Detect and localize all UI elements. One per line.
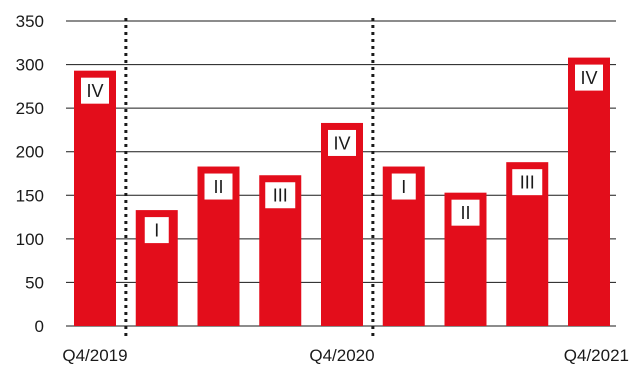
- x-tick-label: Q4/2020: [309, 346, 374, 365]
- x-axis-tick-labels: Q4/2019 Q4/2020 Q4/2021: [62, 346, 629, 365]
- x-tick-label: Q4/2019: [62, 346, 127, 365]
- bar-label-box: [81, 77, 109, 104]
- bar: [568, 57, 610, 326]
- bar: [74, 70, 116, 327]
- bar-label-box: [391, 173, 416, 200]
- y-tick-label: 100: [16, 230, 44, 249]
- bar-label-box: [328, 129, 356, 156]
- bar-label: III: [273, 186, 288, 206]
- x-tick-label: Q4/2021: [564, 346, 629, 365]
- bar-label: I: [401, 177, 406, 197]
- bar-label-box: [144, 217, 169, 244]
- bar-label: III: [520, 173, 535, 193]
- y-tick-label: 350: [16, 12, 44, 31]
- y-tick-label: 250: [16, 99, 44, 118]
- bar-label-box: [204, 173, 233, 200]
- bar-label: IV: [580, 68, 597, 88]
- bar-label-box: [512, 169, 543, 196]
- y-axis-tick-labels: 0 50 100 150 200 250 300 350: [16, 12, 44, 336]
- bar-label-box: [265, 182, 296, 209]
- bar-label-box: [451, 199, 480, 226]
- bar-label: IV: [333, 133, 350, 153]
- bar-label: IV: [86, 81, 103, 101]
- bar: [321, 122, 363, 326]
- bar-label: II: [213, 177, 223, 197]
- y-tick-label: 50: [25, 273, 44, 292]
- bar-label: II: [460, 203, 470, 223]
- y-tick-label: 0: [35, 317, 44, 336]
- y-tick-label: 150: [16, 186, 44, 205]
- y-tick-label: 300: [16, 56, 44, 75]
- y-tick-label: 200: [16, 143, 44, 162]
- bar-label-box: [575, 64, 603, 91]
- bar-label: I: [154, 221, 159, 241]
